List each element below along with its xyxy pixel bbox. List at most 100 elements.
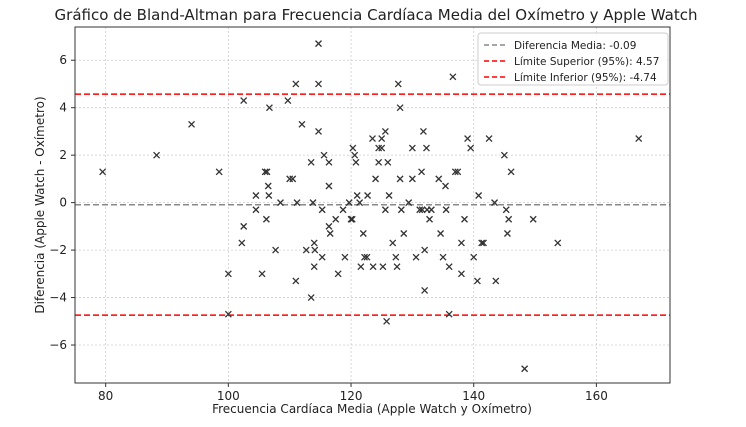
data-point [325,158,333,166]
data-point [375,144,383,152]
data-point [315,80,322,88]
data-point [400,230,408,237]
x-axis-label: Frecuencia Cardíaca Media (Apple Watch y… [212,402,532,416]
y-tick-label: −6 [49,338,67,352]
data-point [265,192,273,199]
data-point [352,158,360,166]
legend-label: Límite Superior (95%): 4.57 [514,56,659,68]
x-tick-label: 80 [98,389,113,403]
y-tick-label: −4 [49,291,67,305]
data-point [264,182,272,190]
data-point [265,104,273,112]
y-tick-label: −2 [49,243,67,257]
data-point [454,168,462,176]
x-tick-label: 120 [340,389,363,403]
data-point [339,206,347,214]
legend: Diferencia Media: -0.09 Límite Superior (… [477,32,669,86]
y-axis-ticks: −6 −4 −2 0 2 4 6 [49,53,75,352]
data-point [412,253,420,261]
data-point [389,239,397,247]
data-point [502,206,510,214]
x-tick-label: 100 [217,389,240,403]
data-point [378,135,386,143]
x-tick-label: 160 [585,389,608,403]
data-point [464,135,472,143]
data-point [315,127,322,135]
data-point [345,199,353,207]
data-point [442,182,449,190]
data-point [369,263,377,271]
data-point [492,277,500,285]
data-point [392,253,400,261]
data-point [363,253,371,261]
data-point [457,270,465,278]
data-point [427,206,435,214]
data-point [215,168,223,176]
data-point [439,253,447,261]
data-point [379,263,387,271]
data-point [332,215,340,223]
y-tick-label: 0 [59,196,67,210]
data-point [240,222,248,230]
data-point [307,294,315,302]
data-point [258,270,266,278]
data-point [240,97,248,105]
data-point [263,168,271,176]
data-point [307,158,315,166]
data-point [461,215,468,223]
data-point [286,175,294,183]
data-point [357,263,365,271]
data-point [318,253,326,261]
data-point [310,239,318,247]
data-point [384,158,392,166]
data-point [396,104,404,112]
data-point [408,144,416,152]
chart-title: Gráfico de Bland-Altman para Frecuencia … [55,6,698,24]
data-point [503,230,511,237]
data-point [272,246,280,254]
data-point [635,135,643,143]
data-point [383,317,391,325]
data-point [349,144,357,152]
data-point [325,222,333,230]
reference-lines [75,93,670,316]
data-point [480,239,487,247]
data-point [381,206,389,214]
data-points [99,40,643,373]
y-axis-label: Diferencia (Apple Watch - Oxímetro) [33,96,47,313]
data-point [224,270,232,278]
data-point [500,151,508,159]
data-point [224,310,232,318]
data-point [320,151,328,159]
legend-box [477,32,669,86]
data-point [451,168,459,176]
data-point [289,175,297,183]
data-point [475,192,483,199]
data-point [369,135,376,143]
data-point [309,199,317,207]
data-point [318,206,326,214]
data-point [491,199,499,207]
data-point [505,215,513,223]
data-point [445,263,453,271]
data-point [394,80,402,88]
data-point [445,310,453,318]
data-point [478,239,486,247]
data-point [521,365,529,373]
data-point [326,230,334,237]
x-axis-ticks: 80 100 120 140 160 [98,383,608,403]
data-point [292,80,300,88]
data-point [302,246,310,254]
data-point [364,192,372,199]
data-point [473,277,481,285]
data-point [315,40,322,48]
data-point [467,144,475,152]
plot-frame [74,26,671,384]
data-point [393,263,401,271]
data-point [311,246,319,254]
data-point [325,182,333,190]
data-point [381,127,389,135]
data-point [442,206,450,214]
data-point [416,206,424,214]
data-point [348,215,356,223]
